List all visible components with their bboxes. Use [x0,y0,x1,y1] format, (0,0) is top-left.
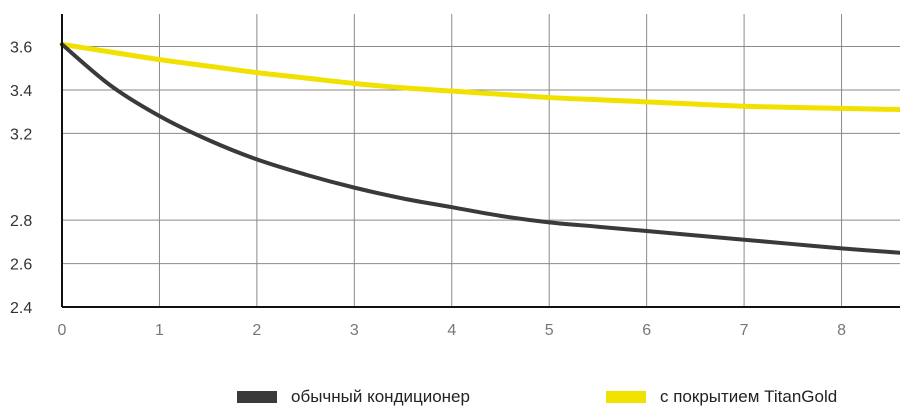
legend-label-series-1: обычный кондиционер [291,387,470,406]
legend: обычный кондиционер с покрытием TitanGol… [0,386,900,410]
x-tick-label: 6 [642,322,651,339]
series-line-2 [59,41,900,112]
y-tick-label: 3.4 [10,83,32,100]
y-tick-label: 3.2 [10,126,32,143]
y-tick-label: 3.6 [10,40,32,57]
series-layer [59,41,900,255]
series-line-1 [60,42,900,255]
grid [62,14,900,308]
legend-item-series-2: с покрытием TitanGold [606,386,837,408]
tick-labels: 2.4 2.6 2.8 3.2 3.4 3.6 0 1 2 3 4 5 6 7 8 [10,40,846,339]
x-tick-label: 4 [447,322,456,339]
legend-swatch-series-2 [606,391,646,403]
y-tick-label: 2.6 [10,257,32,274]
x-tick-label: 2 [252,322,261,339]
x-tick-label: 5 [545,322,554,339]
y-tick-label: 2.8 [10,213,32,230]
legend-swatch-series-1 [237,391,277,403]
x-tick-label: 0 [58,322,67,339]
y-tick-label: 2.4 [10,300,32,317]
x-tick-label: 8 [837,322,846,339]
chart-svg: 2.4 2.6 2.8 3.2 3.4 3.6 0 1 2 3 4 5 6 7 8 [10,14,900,339]
legend-item-series-1: обычный кондиционер [237,386,470,408]
x-tick-label: 1 [155,322,164,339]
legend-label-series-2: с покрытием TitanGold [660,387,838,406]
axes [61,14,900,308]
x-tick-label: 3 [350,322,359,339]
x-tick-label: 7 [740,322,749,339]
